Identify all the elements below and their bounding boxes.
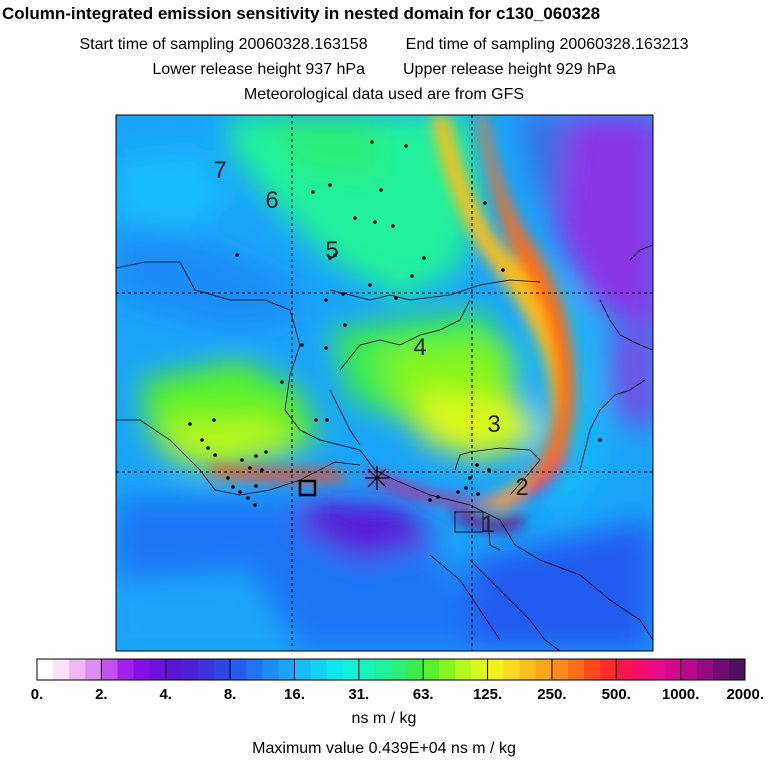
contour-label-3: 3 — [487, 411, 500, 438]
colorbar-swatch — [616, 659, 633, 680]
colorbar-tick-labels: 0. 2. 4. 8. 16. 31. 63. 125. 250. 500. 1000. 2000. — [31, 686, 764, 703]
colorbar-swatch — [214, 659, 231, 680]
colorbar-swatch — [326, 659, 344, 680]
colorbar-swatch — [584, 659, 601, 680]
colorbar-swatch — [664, 659, 682, 680]
colorbar-units: ns m / kg — [351, 710, 417, 727]
release-heights: Lower release height 937 hPa Upper releas… — [0, 61, 768, 79]
colorbar-tick-label: 63. — [413, 686, 434, 703]
heatmap-field — [116, 115, 653, 651]
contour-label-6: 6 — [265, 187, 278, 214]
plot-title: Column-integrated emission sensitivity i… — [2, 4, 601, 23]
colorbar-tick-label: 4. — [159, 686, 172, 703]
release-upper: Upper release height 929 hPa — [403, 61, 616, 78]
colorbar-swatch — [632, 659, 649, 680]
colorbar-frame — [36, 658, 746, 681]
release-lower: Lower release height 937 hPa — [152, 61, 365, 78]
colorbar-swatch — [551, 659, 569, 680]
colorbar-swatch — [133, 659, 151, 680]
colorbar-swatch — [294, 659, 312, 680]
contour-label-group: 7 6 5 4 3 21 — [213, 157, 528, 538]
colorbar-swatch — [471, 659, 489, 680]
colorbar-swatch — [230, 659, 247, 680]
colorbar-swatch — [535, 659, 553, 680]
colorbar-swatch — [680, 659, 698, 680]
colorbar-swatch — [568, 659, 585, 680]
colorbar-swatch — [165, 659, 183, 680]
colorbar-swatch — [53, 659, 70, 680]
colorbar-tick-label: 31. — [348, 686, 369, 703]
contour-label-1: 1 — [481, 511, 494, 538]
colorbar-swatch — [503, 659, 521, 680]
coastlines — [116, 244, 653, 651]
colorbar-swatch — [181, 659, 199, 680]
colorbar-swatch — [69, 659, 86, 680]
colorbar-swatch — [358, 659, 376, 680]
particle-dots — [188, 140, 602, 507]
colorbar-swatch — [278, 659, 295, 680]
release-box-marker — [298, 479, 317, 497]
colorbar-tick-label: 2000. — [726, 686, 764, 703]
colorbar-swatch — [117, 659, 135, 680]
colorbar-swatch — [246, 659, 263, 680]
met-data-note: Meteorological data used are from GFS — [243, 86, 525, 103]
maximum-value-note: Maximum value 0.439E+04 ns m / kg — [252, 740, 516, 757]
colorbar — [36, 658, 746, 681]
contour-label-4: 4 — [413, 334, 426, 361]
colorbar-swatch — [407, 659, 424, 680]
sampling-times: Start time of sampling 20060328.163158 En… — [0, 36, 768, 54]
colorbar-swatch — [197, 659, 215, 680]
colorbar-swatch — [391, 659, 408, 680]
colorbar-swatch — [85, 659, 102, 680]
colorbar-swatch — [455, 659, 472, 680]
colorbar-swatch — [487, 659, 505, 680]
colorbar-tick-label: 2. — [95, 686, 108, 703]
contour-label-7: 7 — [213, 157, 226, 184]
sampling-start: Start time of sampling 20060328.163158 — [79, 36, 368, 53]
colorbar-tick-label: 125. — [473, 686, 502, 703]
plot-frame — [115, 114, 654, 652]
colorbar-swatch — [439, 659, 456, 680]
colorbar-tick-label: 250. — [537, 686, 566, 703]
sampling-end: End time of sampling 20060328.163213 — [405, 36, 689, 53]
colorbar-swatch — [728, 659, 746, 680]
contour-label-2: 2 — [515, 474, 528, 501]
colorbar-tick-label: 16. — [284, 686, 305, 703]
colorbar-swatch — [374, 659, 392, 680]
colorbar-swatch — [101, 659, 118, 680]
contour-label-5: 5 — [325, 237, 338, 264]
colorbar-tick-label: 500. — [602, 686, 631, 703]
colorbar-swatch — [648, 659, 666, 680]
colorbar-swatch — [262, 659, 279, 680]
colorbar-swatch — [310, 659, 328, 680]
colorbar-swatch — [600, 659, 617, 680]
colorbar-tick-label: 8. — [224, 686, 237, 703]
colorbar-swatch — [712, 659, 730, 680]
colorbar-swatch — [342, 659, 360, 680]
colorbar-swatch — [149, 659, 167, 680]
colorbar-swatch — [519, 659, 537, 680]
colorbar-swatch — [423, 659, 440, 680]
receptor-star-icon — [365, 466, 390, 490]
colorbar-swatch — [696, 659, 714, 680]
colorbar-tick-label: 1000. — [662, 686, 700, 703]
colorbar-tick-label: 0. — [31, 686, 44, 703]
colorbar-swatch — [37, 659, 54, 680]
